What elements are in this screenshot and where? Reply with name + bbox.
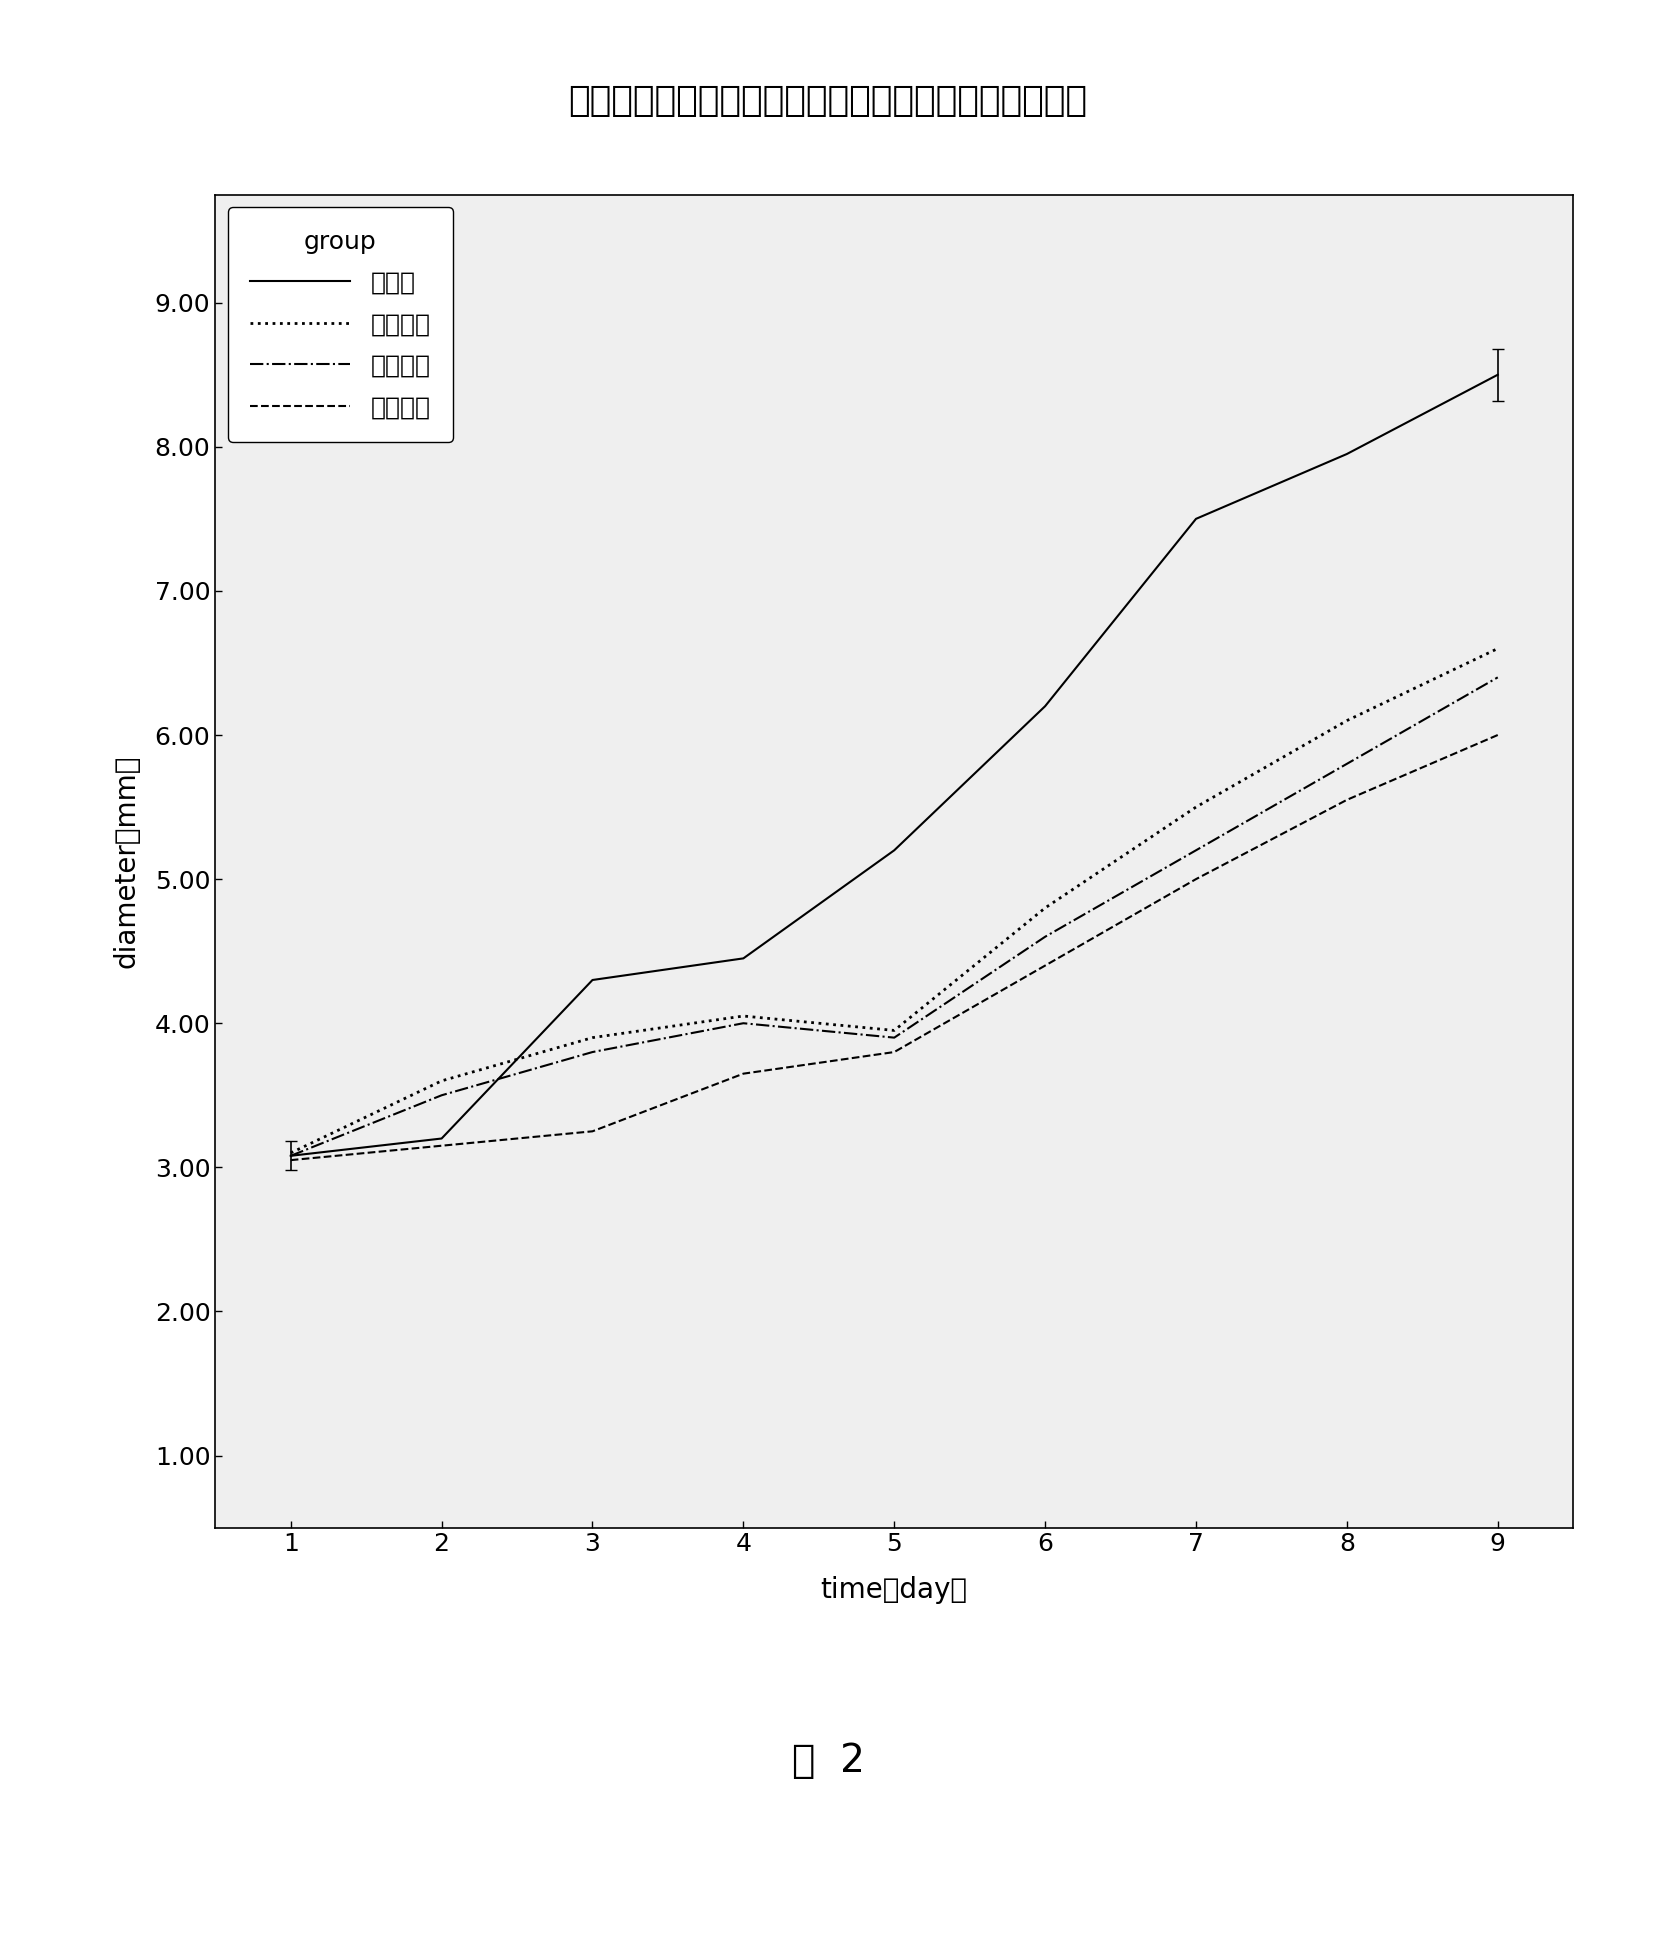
高剂量组	[583, 1119, 602, 1142]
Text: 图  2: 图 2	[791, 1742, 864, 1781]
低剂量组	[1336, 708, 1355, 732]
Line: 低剂量组: 低剂量组	[291, 648, 1496, 1152]
低剂量组	[733, 1004, 753, 1027]
模型组	[884, 839, 904, 862]
Y-axis label: diameter（mm）: diameter（mm）	[113, 755, 141, 967]
中剂量组	[1336, 753, 1355, 776]
模型组	[733, 946, 753, 969]
低剂量组	[884, 1020, 904, 1043]
中剂量组	[1486, 666, 1506, 689]
高剂量组	[884, 1041, 904, 1064]
Line: 高剂量组: 高剂量组	[291, 736, 1496, 1160]
低剂量组	[1486, 636, 1506, 660]
模型组	[1336, 442, 1355, 465]
高剂量组	[432, 1135, 452, 1158]
模型组	[432, 1127, 452, 1150]
Line: 模型组: 模型组	[291, 376, 1496, 1156]
中剂量组	[432, 1084, 452, 1107]
中剂量组	[1034, 924, 1054, 948]
Text: 时间因素与分组因素对右侧肿瘤直径影响的交互轮廓图: 时间因素与分组因素对右侧肿瘤直径影响的交互轮廓图	[568, 84, 1087, 117]
模型组	[1034, 695, 1054, 718]
低剂量组	[1185, 796, 1205, 819]
高剂量组	[1486, 724, 1506, 747]
低剂量组	[1034, 897, 1054, 920]
模型组	[281, 1144, 301, 1168]
高剂量组	[1034, 954, 1054, 977]
高剂量组	[281, 1148, 301, 1171]
低剂量组	[432, 1068, 452, 1092]
模型组	[1185, 508, 1205, 531]
模型组	[583, 969, 602, 992]
中剂量组	[1185, 839, 1205, 862]
中剂量组	[733, 1012, 753, 1035]
X-axis label: time（day）: time（day）	[821, 1576, 967, 1604]
中剂量组	[884, 1026, 904, 1049]
高剂量组	[1185, 868, 1205, 891]
中剂量组	[583, 1041, 602, 1064]
低剂量组	[583, 1026, 602, 1049]
高剂量组	[733, 1063, 753, 1086]
中剂量组	[281, 1144, 301, 1168]
高剂量组	[1336, 788, 1355, 811]
低剂量组	[281, 1140, 301, 1164]
模型组	[1486, 364, 1506, 387]
Legend: 模型组, 低剂量组, 中剂量组, 高剂量组: 模型组, 低剂量组, 中剂量组, 高剂量组	[228, 206, 452, 442]
Line: 中剂量组: 中剂量组	[291, 677, 1496, 1156]
